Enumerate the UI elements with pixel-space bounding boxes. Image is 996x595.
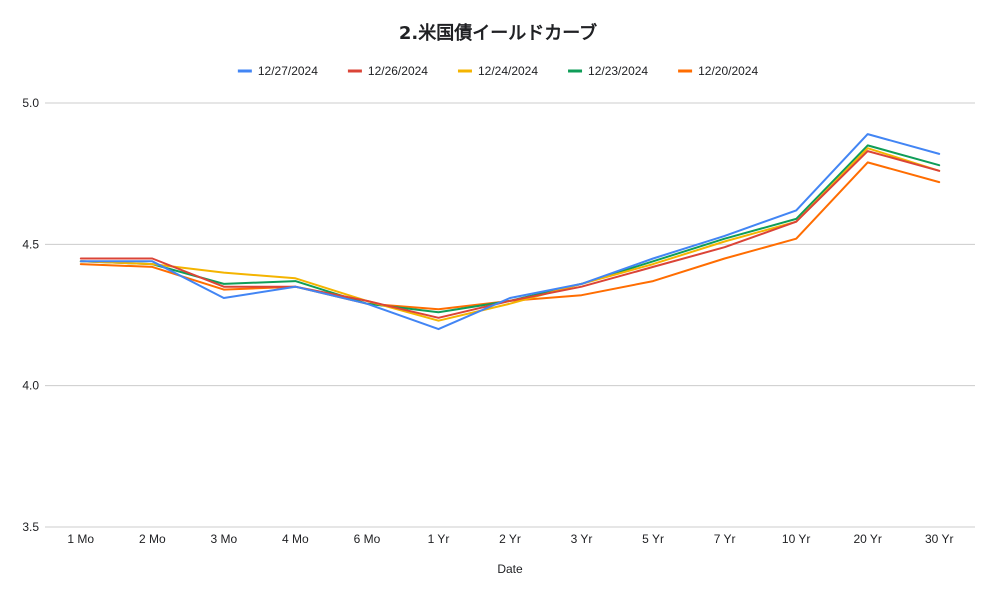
x-axis-title: Date xyxy=(497,562,523,576)
series-line xyxy=(79,161,941,311)
y-tick-label: 3.5 xyxy=(22,520,39,534)
legend-label: 12/23/2024 xyxy=(588,64,648,78)
gridlines xyxy=(45,102,975,528)
x-tick-label: 7 Yr xyxy=(714,532,736,546)
legend-swatch xyxy=(678,69,693,73)
legend-swatch xyxy=(568,69,583,73)
x-tick-label: 10 Yr xyxy=(782,532,810,546)
series-line xyxy=(79,147,941,322)
chart-title: 2.米国債イールドカーブ xyxy=(399,22,597,44)
y-tick-label: 4.5 xyxy=(22,237,39,251)
series-line xyxy=(79,150,941,319)
series-line xyxy=(79,144,941,314)
y-tick-label: 4.0 xyxy=(22,379,39,393)
legend-label: 12/24/2024 xyxy=(478,64,538,78)
legend-label: 12/20/2024 xyxy=(698,64,758,78)
x-tick-label: 2 Yr xyxy=(499,532,521,546)
x-axis-ticks: 1 Mo 2 Mo 3 Mo 4 Mo 6 Mo 1 Yr 2 Yr 3 Yr 5 Yr 7 Yr… xyxy=(67,532,953,546)
x-tick-label: 1 Yr xyxy=(428,532,450,546)
legend-swatch xyxy=(457,69,472,73)
x-tick-label: 6 Mo xyxy=(354,532,381,546)
series-line xyxy=(79,133,941,331)
series-lines xyxy=(79,133,941,331)
legend-swatch xyxy=(347,69,362,73)
x-tick-label: 3 Mo xyxy=(211,532,238,546)
x-tick-label: 5 Yr xyxy=(642,532,664,546)
x-tick-label: 2 Mo xyxy=(139,532,166,546)
y-tick-label: 5.0 xyxy=(22,96,39,110)
legend-label: 12/26/2024 xyxy=(368,64,428,78)
x-tick-label: 30 Yr xyxy=(925,532,953,546)
legend: 12/27/2024 12/26/2024 12/24/2024 12/23/2024… xyxy=(237,64,758,78)
x-tick-label: 1 Mo xyxy=(67,532,94,546)
x-tick-label: 4 Mo xyxy=(282,532,309,546)
legend-label: 12/27/2024 xyxy=(258,64,318,78)
legend-swatch xyxy=(237,69,252,73)
x-tick-label: 20 Yr xyxy=(853,532,881,546)
x-tick-label: 3 Yr xyxy=(571,532,593,546)
y-axis-ticks: 3.5 4.0 4.5 5.0 xyxy=(22,96,39,534)
